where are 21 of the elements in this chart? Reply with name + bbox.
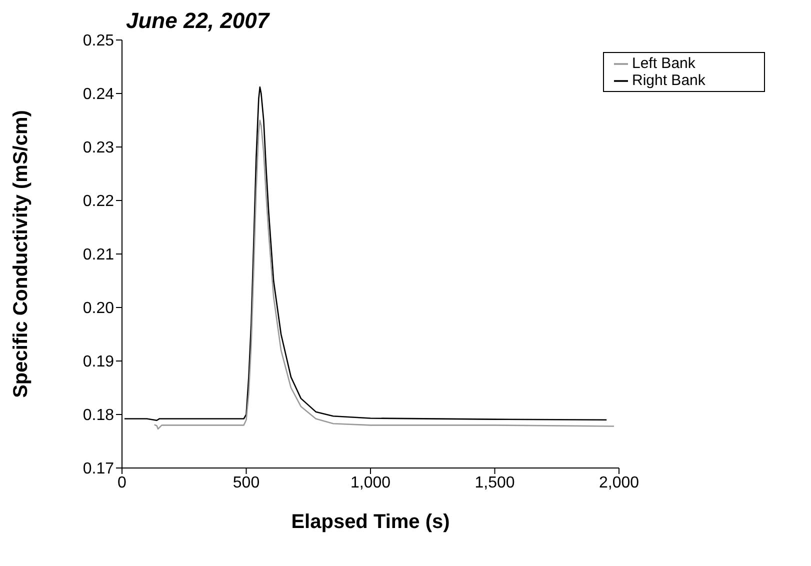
y-tick-label: 0.19	[82, 354, 114, 371]
y-tick-label: 0.23	[82, 140, 114, 157]
legend-label: Right Bank	[632, 72, 706, 89]
x-tick-label: 2,000	[598, 474, 640, 492]
y-tick-label: 0.22	[82, 193, 114, 210]
y-tick-label: 0.25	[82, 32, 114, 50]
x-axis-title: Elapsed Time (s)	[291, 511, 450, 533]
x-tick-label: 1,000	[350, 474, 391, 492]
x-tick-label: 500	[232, 474, 260, 492]
line-series	[154, 120, 615, 430]
legend-label: Left Bank	[632, 55, 696, 72]
y-tick-label: 0.24	[82, 86, 114, 104]
x-tick-label: 1,500	[474, 474, 515, 492]
y-tick-label: 0.17	[82, 460, 114, 478]
chart-title: June 22, 2007	[126, 8, 270, 34]
y-tick-label: 0.20	[82, 300, 114, 318]
x-tick-label: 0	[118, 474, 127, 492]
y-axis-title: Specific Conductivity (mS/cm)	[10, 110, 32, 398]
y-tick-label: 0.18	[82, 407, 114, 424]
line-series	[124, 86, 608, 422]
y-tick-label: 0.21	[82, 246, 114, 264]
